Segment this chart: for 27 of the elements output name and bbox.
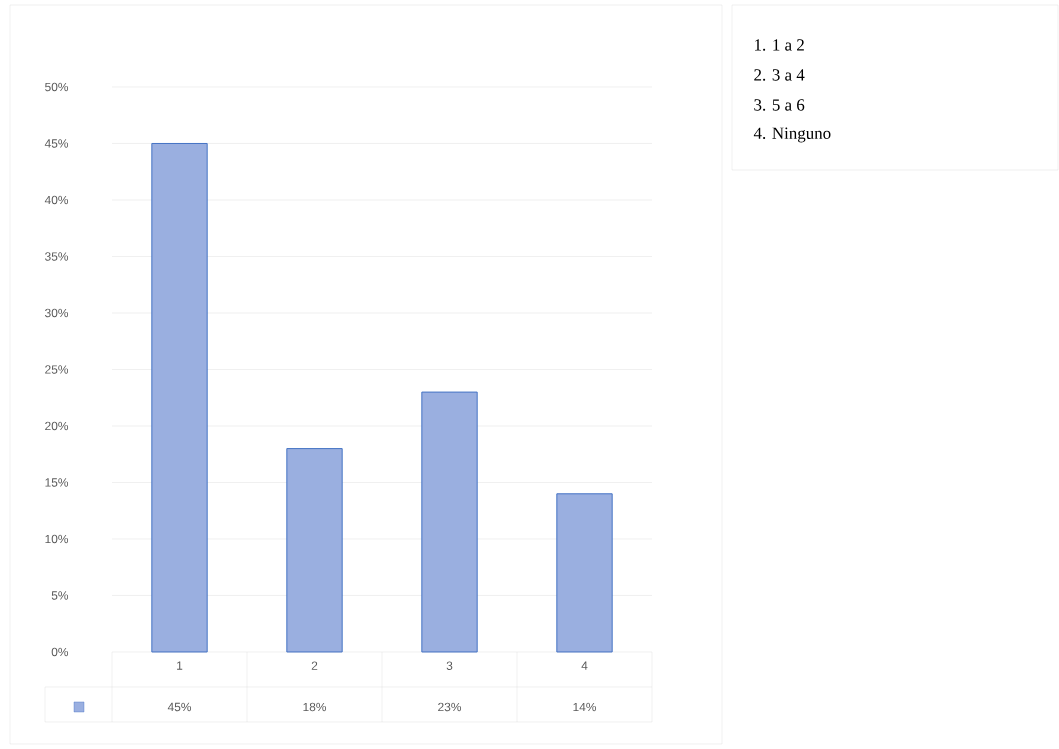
- bar: [556, 493, 613, 653]
- data-label: 45%: [167, 702, 192, 712]
- bar: [421, 391, 478, 653]
- data-label: 18%: [303, 702, 327, 712]
- y-tick-label: 15%: [45, 478, 69, 487]
- text: 2. 3 a 4: [754, 69, 805, 81]
- y-tick-label: 5%: [51, 591, 69, 600]
- x-tick-label: 1: [177, 661, 183, 670]
- y-tick-label: 25%: [45, 365, 69, 374]
- y-tick-label: 0%: [51, 647, 69, 657]
- data-label: 23%: [438, 702, 462, 712]
- bar: [286, 448, 343, 653]
- y-tick-label: 45%: [44, 139, 69, 148]
- data-label: 14%: [573, 702, 597, 712]
- y-tick-label: 30%: [45, 308, 69, 318]
- text: 1. 1 a 2: [755, 39, 804, 51]
- bar: [151, 142, 208, 653]
- text: 4. Ninguno: [753, 127, 831, 143]
- y-tick-label: 40%: [44, 195, 69, 205]
- x-tick-label: 3: [446, 661, 453, 670]
- x-tick-label: 2: [311, 661, 318, 670]
- text: 3. 5 a 6: [754, 99, 805, 111]
- y-tick-label: 10%: [45, 534, 69, 544]
- x-tick-label: 4: [581, 661, 588, 670]
- y-tick-label: 50%: [45, 82, 69, 92]
- y-tick-label: 20%: [45, 421, 69, 431]
- y-tick-label: 35%: [45, 252, 69, 261]
